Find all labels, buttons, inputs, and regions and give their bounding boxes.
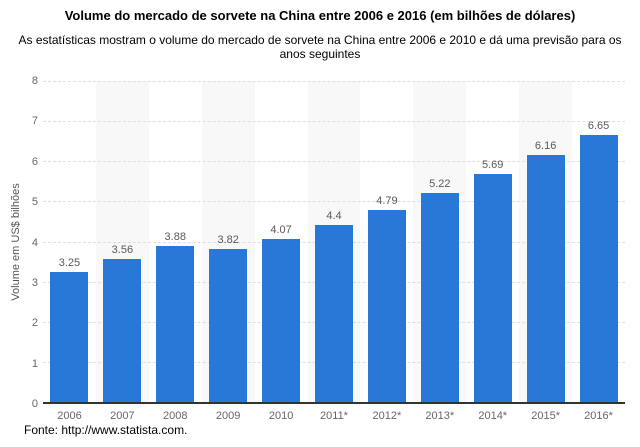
bar-2008 bbox=[156, 246, 195, 402]
plot-area: 3.25 3.56 3.88 3.82 4.07 4.4 4.79 5.22 5.69 6.16 6… bbox=[43, 81, 625, 422]
gridline bbox=[43, 121, 625, 123]
x-axis-label: 2012* bbox=[372, 410, 402, 422]
bar-2012* bbox=[367, 209, 406, 402]
bar-value-label: 3.82 bbox=[217, 233, 239, 246]
x-axis-label: 2009 bbox=[215, 410, 241, 422]
y-tick-label: 5 bbox=[31, 196, 38, 209]
bar-value-label: 4.79 bbox=[376, 194, 398, 207]
bar-value-label: 3.88 bbox=[164, 231, 186, 244]
y-tick-label: 4 bbox=[31, 236, 38, 249]
gridline bbox=[43, 201, 625, 203]
bar-2013* bbox=[420, 192, 459, 402]
x-axis-label: 2015* bbox=[531, 410, 561, 422]
x-axis-label: 2007 bbox=[110, 410, 135, 422]
bar-value-label: 3.25 bbox=[58, 256, 81, 269]
gridline bbox=[43, 161, 625, 163]
chart-title: Volume do mercado de sorvete na China en… bbox=[64, 8, 576, 23]
x-axis-label: 2010 bbox=[268, 410, 294, 422]
x-axis-label: 2014* bbox=[478, 410, 508, 422]
bar-value-label: 4.4 bbox=[326, 210, 342, 223]
y-tick-label: 0 bbox=[31, 398, 38, 410]
y-tick-label: 6 bbox=[31, 155, 38, 168]
bar-value-label: 3.56 bbox=[111, 244, 134, 257]
x-axis-label: 2008 bbox=[163, 410, 188, 422]
bar-2009 bbox=[209, 248, 248, 402]
bar-value-label: 6.65 bbox=[587, 120, 610, 133]
chart-subtitle: As estatísticas mostram o volume do merc… bbox=[18, 33, 622, 61]
y-axis-tick-labels: 0 1 2 3 4 5 6 7 8 bbox=[0, 75, 38, 410]
y-tick-label: 3 bbox=[31, 276, 38, 289]
bar-2016* bbox=[579, 135, 618, 402]
bar-2014* bbox=[473, 173, 512, 402]
bar-2007 bbox=[103, 259, 142, 402]
x-axis-label: 2006 bbox=[57, 410, 82, 422]
bar-2011* bbox=[315, 225, 353, 402]
x-axis-label: 2013* bbox=[425, 410, 455, 422]
bar-2006 bbox=[50, 271, 89, 402]
y-tick-label: 2 bbox=[31, 317, 38, 330]
bar-value-label: 5.69 bbox=[482, 158, 504, 171]
y-tick-label: 7 bbox=[31, 115, 38, 128]
y-tick-label: 1 bbox=[31, 357, 38, 370]
source-text: Fonte: http://www.statista.com. bbox=[24, 423, 188, 437]
bar-value-label: 6.16 bbox=[534, 139, 557, 152]
x-axis-label: 2011* bbox=[320, 410, 348, 422]
bar-value-label: 5.22 bbox=[429, 177, 451, 190]
x-axis-label: 2016* bbox=[584, 410, 613, 422]
bar-2010 bbox=[262, 238, 301, 402]
bar-value-label: 4.07 bbox=[270, 223, 292, 236]
y-tick-label: 8 bbox=[31, 75, 38, 87]
gridline bbox=[43, 81, 625, 82]
bar-2015* bbox=[526, 154, 565, 402]
